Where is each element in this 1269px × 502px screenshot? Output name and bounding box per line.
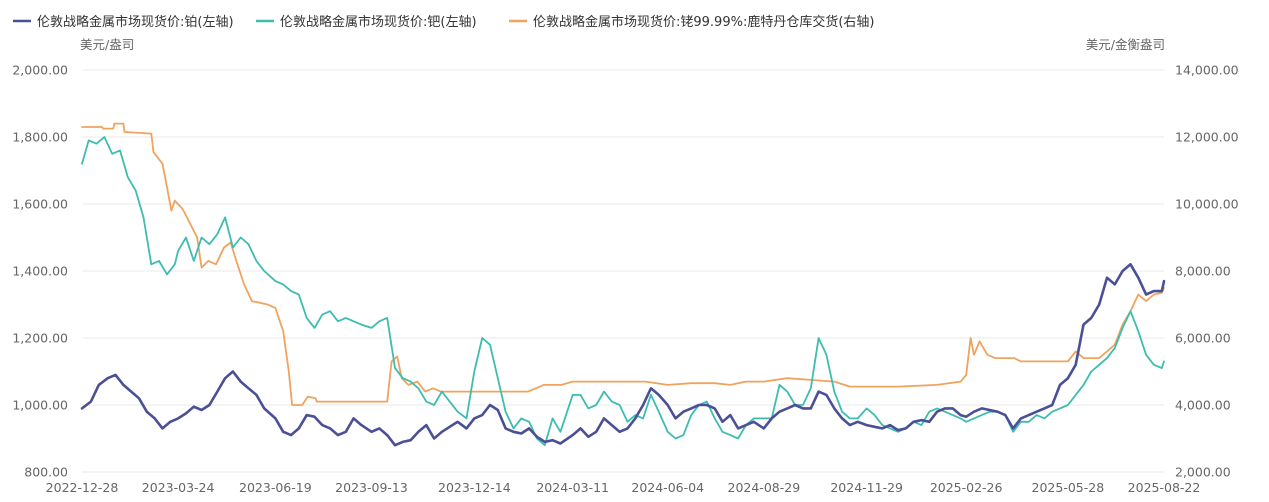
right-tick-label: 2,000.00 <box>1175 465 1231 480</box>
x-tick-label: 2023-06-19 <box>239 480 312 495</box>
x-tick-label: 2023-09-13 <box>335 480 408 495</box>
x-tick-label: 2025-05-28 <box>1032 480 1105 495</box>
left-axis-unit: 美元/盎司 <box>80 37 134 52</box>
x-tick-label: 2023-03-24 <box>142 480 215 495</box>
legend-item-rhodium[interactable]: 伦敦战略金属市场现货价:铑99.99%:鹿特丹仓库交货(右轴) <box>509 14 874 30</box>
legend-label-palladium: 伦敦战略金属市场现货价:钯(左轴) <box>280 14 477 30</box>
right-axis-unit: 美元/金衡盎司 <box>1086 37 1165 52</box>
x-tick-label: 2023-12-14 <box>438 480 511 495</box>
left-tick-label: 800.00 <box>24 465 68 480</box>
left-axis: 800.00 1,000.00 1,200.00 1,400.00 1,600.00 1,… <box>12 63 68 480</box>
right-tick-label: 12,000.00 <box>1175 130 1239 145</box>
legend: 伦敦战略金属市场现货价:铂(左轴) 伦敦战略金属市场现货价:钯(左轴) 伦敦战略… <box>13 14 874 30</box>
x-tick-label: 2025-08-22 <box>1128 480 1201 495</box>
right-tick-label: 10,000.00 <box>1175 197 1239 212</box>
x-axis: 2022-12-28 2023-03-24 2023-06-19 2023-09-13… <box>46 480 1201 495</box>
x-tick-label: 2022-12-28 <box>46 480 119 495</box>
right-tick-label: 4,000.00 <box>1175 398 1231 413</box>
left-tick-label: 1,400.00 <box>12 264 68 279</box>
right-axis: 2,000.00 4,000.00 6,000.00 8,000.00 10,000.0… <box>1175 63 1239 480</box>
legend-label-rhodium: 伦敦战略金属市场现货价:铑99.99%:鹿特丹仓库交货(右轴) <box>533 14 874 30</box>
x-tick-label: 2024-06-04 <box>631 480 704 495</box>
x-tick-label: 2024-08-29 <box>728 480 801 495</box>
left-tick-label: 1,200.00 <box>12 331 68 346</box>
series-line-palladium <box>81 136 1165 447</box>
left-tick-label: 2,000.00 <box>12 63 68 78</box>
left-tick-label: 1,800.00 <box>12 130 68 145</box>
right-tick-label: 8,000.00 <box>1175 264 1231 279</box>
left-tick-label: 1,000.00 <box>12 398 68 413</box>
plot-lines <box>80 122 1166 447</box>
legend-item-platinum[interactable]: 伦敦战略金属市场现货价:铂(左轴) <box>13 14 234 30</box>
right-tick-label: 14,000.00 <box>1175 63 1239 78</box>
series-line-platinum <box>80 262 1166 447</box>
series-line-rhodium <box>81 122 1165 406</box>
x-tick-label: 2025-02-26 <box>930 480 1003 495</box>
x-tick-label: 2024-11-29 <box>830 480 903 495</box>
right-tick-label: 6,000.00 <box>1175 331 1231 346</box>
left-tick-label: 1,600.00 <box>12 197 68 212</box>
legend-item-palladium[interactable]: 伦敦战略金属市场现货价:钯(左轴) <box>256 14 477 30</box>
legend-label-platinum: 伦敦战略金属市场现货价:铂(左轴) <box>37 14 234 30</box>
x-tick-label: 2024-03-11 <box>536 480 609 495</box>
